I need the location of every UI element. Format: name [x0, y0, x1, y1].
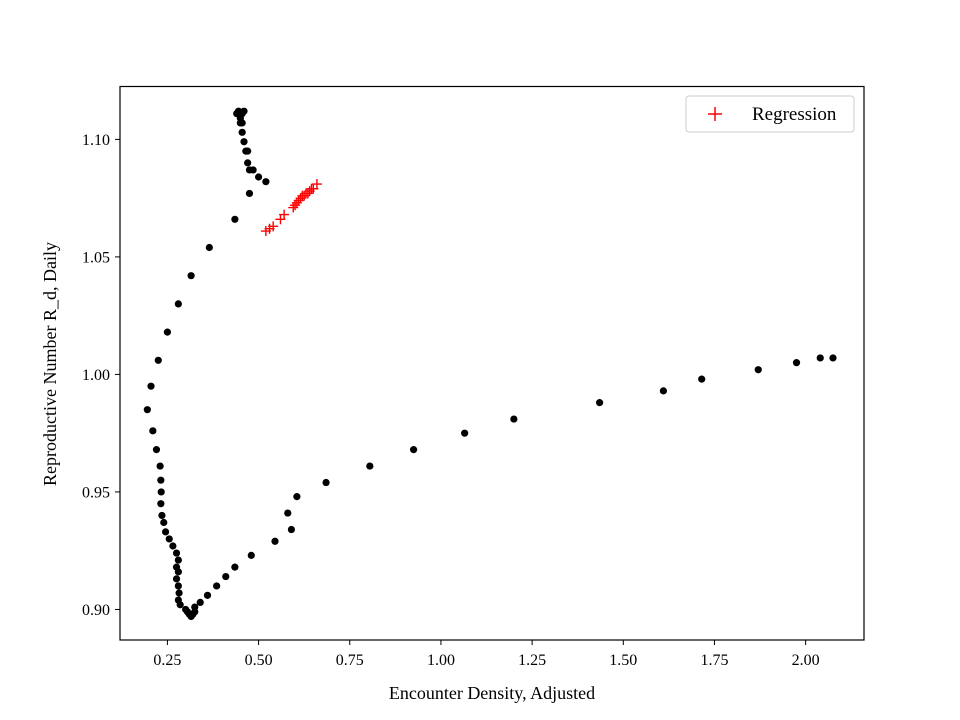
x-axis-label: Encounter Density, Adjusted [389, 683, 595, 703]
x-axis-ticks: 0.25 0.50 0.75 1.00 1.25 1.50 1.75 2.00 [153, 640, 820, 669]
x-tick-label: 0.75 [336, 652, 364, 669]
x-tick-label: 1.00 [427, 652, 455, 669]
observed-point [161, 528, 170, 536]
plot-area-frame [119, 85, 865, 641]
x-tick-label: 1.75 [700, 652, 728, 669]
y-axis-label: Reproductive Number R_d, Daily [40, 242, 60, 486]
observed-point [293, 493, 301, 501]
observed-point [461, 429, 469, 437]
observed-point [366, 462, 374, 470]
observed-point [284, 509, 292, 517]
observed-point [174, 582, 182, 590]
x-tick-label: 1.25 [518, 652, 546, 669]
observed-point [174, 568, 182, 576]
observed-point [829, 354, 837, 362]
observed-point [238, 128, 246, 136]
legend-regression-label: Regression [752, 104, 837, 125]
observed-point [262, 178, 270, 186]
observed-point [149, 427, 157, 435]
observed-point [152, 446, 161, 454]
legend-regression-marker [708, 107, 722, 121]
observed-point [157, 476, 165, 484]
observed-point [322, 478, 330, 487]
observed-point [792, 359, 801, 367]
observed-point [238, 119, 246, 127]
x-tick-label: 0.50 [245, 652, 273, 669]
observed-point [143, 406, 151, 414]
observed-point [698, 375, 706, 383]
observed-point [160, 518, 168, 527]
observed-point [175, 589, 183, 597]
observed-point [240, 138, 248, 146]
observed-point [191, 603, 199, 611]
observed-point [254, 173, 263, 181]
observed-point [231, 215, 239, 223]
observed-point [244, 147, 252, 155]
observed-point [187, 272, 195, 280]
observed-point [174, 300, 182, 308]
observed-point [247, 551, 255, 559]
observed-point [165, 535, 173, 543]
observed-point [158, 511, 166, 520]
observed-point [754, 366, 762, 374]
observed-point [172, 549, 181, 557]
observed-point [172, 575, 181, 583]
observed-point [196, 598, 204, 606]
regression-point [268, 221, 279, 232]
plot-points [143, 107, 837, 621]
observed-point [147, 382, 155, 390]
observed-point [163, 328, 172, 336]
observed-point [156, 462, 164, 470]
y-tick-label: 1.10 [82, 132, 110, 149]
observed-point [203, 591, 212, 599]
observed-point [245, 189, 254, 198]
y-tick-label: 1.00 [82, 367, 110, 384]
observed-point [213, 582, 221, 590]
observed-point [157, 500, 165, 508]
legend-box [685, 95, 855, 133]
observed-point [659, 387, 668, 395]
y-tick-label: 0.90 [82, 602, 110, 619]
observed-point [169, 542, 177, 550]
observed-point [816, 354, 824, 362]
y-tick-label: 1.05 [82, 249, 110, 266]
observed-point [205, 243, 213, 252]
observed-point [231, 563, 239, 571]
observed-point [174, 556, 182, 564]
observed-point [244, 159, 252, 167]
y-axis-ticks: 0.90 0.95 1.00 1.05 1.10 [82, 132, 120, 619]
observed-point [271, 537, 279, 545]
observed-point [176, 601, 184, 609]
y-tick-label: 0.95 [82, 484, 110, 501]
x-tick-label: 1.50 [609, 652, 637, 669]
observed-point [154, 356, 162, 364]
regression-point [311, 179, 322, 190]
x-tick-label: 0.25 [153, 652, 181, 669]
observed-point [409, 446, 418, 454]
regression-point [279, 209, 290, 220]
observed-point [510, 415, 518, 423]
observed-point [595, 399, 604, 407]
observed-point [240, 107, 248, 115]
observed-point [157, 488, 165, 496]
observed-point [222, 572, 230, 581]
x-tick-label: 2.00 [792, 652, 820, 669]
legend: Regression [685, 95, 855, 133]
observed-point [249, 166, 257, 174]
observed-point [287, 525, 296, 534]
